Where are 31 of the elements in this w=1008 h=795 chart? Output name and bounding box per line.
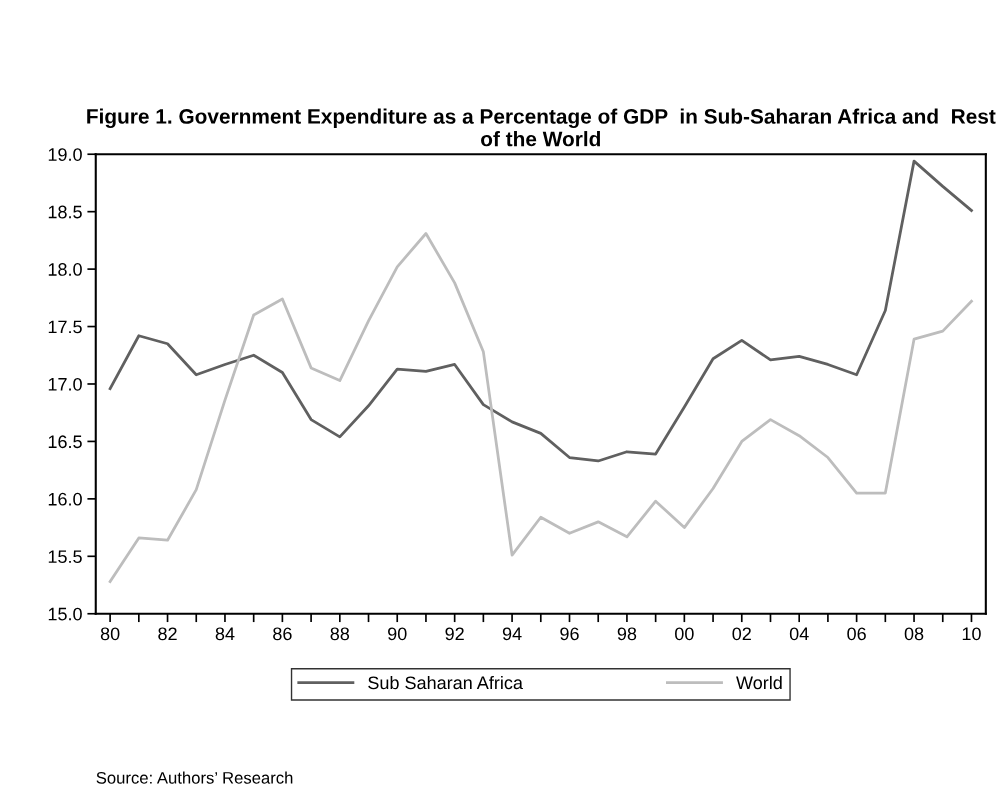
line-series xyxy=(108,232,973,583)
legend-label: World xyxy=(736,675,782,690)
y-tick-label: 17.5 xyxy=(48,320,82,334)
x-tick-label: 86 xyxy=(273,627,292,641)
x-tick-label: 10 xyxy=(962,627,981,641)
y-tick-label: 15.0 xyxy=(48,607,82,621)
x-tick-label: 92 xyxy=(445,627,464,641)
y-tick-label: 15.5 xyxy=(48,550,82,564)
y-tick-label: 18.0 xyxy=(48,263,82,276)
x-tick-label: 04 xyxy=(789,627,809,641)
x-tick-label: 08 xyxy=(904,627,924,641)
line-series xyxy=(108,159,973,463)
x-tick-label: 88 xyxy=(330,627,350,641)
y-tick-label: 16.5 xyxy=(48,435,82,449)
y-tick-label: 17.0 xyxy=(48,377,82,391)
x-tick-label: 02 xyxy=(732,627,751,641)
x-tick-label: 90 xyxy=(388,627,407,641)
x-tick-label: 06 xyxy=(847,627,866,641)
x-tick-label: 00 xyxy=(675,627,694,641)
chart-title: Figure 1. Government Expenditure as a Percentage of GDP in Sub-Saharan Africa and Rest of the World xyxy=(87,108,996,147)
y-tick-label: 16.0 xyxy=(48,492,82,506)
y-tick-label: 18.5 xyxy=(48,205,82,219)
x-tick-label: 96 xyxy=(560,627,579,641)
x-tick-label: 94 xyxy=(502,627,522,641)
legend-label: Sub Saharan Africa xyxy=(368,675,523,690)
source-note: Source: Authors’ Research xyxy=(96,771,293,784)
y-tick-label: 19.0 xyxy=(48,148,82,161)
x-tick-label: 80 xyxy=(100,627,120,641)
x-tick-label: 84 xyxy=(215,627,235,641)
x-tick-label: 82 xyxy=(158,627,177,641)
x-tick-label: 98 xyxy=(617,627,637,641)
